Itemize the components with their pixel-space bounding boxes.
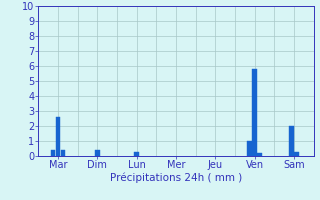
Bar: [294, 152, 299, 156]
Bar: [258, 153, 262, 156]
Bar: [56, 117, 60, 156]
Bar: [95, 150, 100, 156]
Bar: [247, 141, 252, 156]
Bar: [61, 150, 65, 156]
X-axis label: Précipitations 24h ( mm ): Précipitations 24h ( mm ): [110, 173, 242, 183]
Bar: [252, 69, 257, 156]
Bar: [134, 152, 139, 156]
Bar: [289, 126, 294, 156]
Bar: [51, 150, 55, 156]
